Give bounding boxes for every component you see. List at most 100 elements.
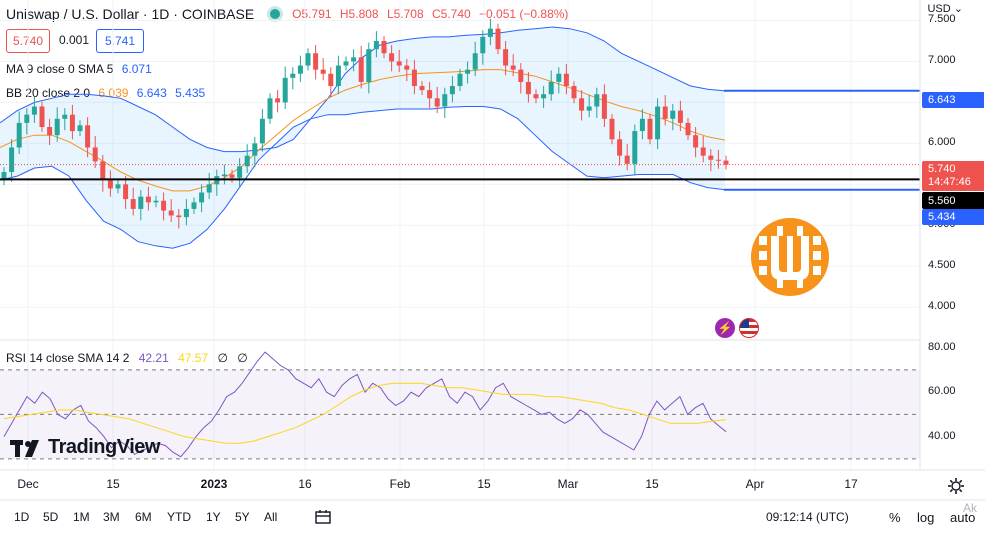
candle-body	[510, 65, 516, 70]
scale-button-log[interactable]: log	[917, 510, 935, 525]
rsi-legend[interactable]: RSI 14 close SMA 14 2 42.21 47.57 ∅ ∅	[6, 351, 248, 365]
timeframe-button-6m[interactable]: 6M	[135, 510, 152, 524]
candle-body	[411, 69, 417, 87]
timeframe-button-1y[interactable]: 1Y	[206, 510, 221, 524]
buy-price-button[interactable]: 5.741	[96, 29, 144, 53]
timeframe-button-ytd[interactable]: YTD	[167, 510, 191, 524]
candle-body	[62, 114, 68, 119]
candle-body	[153, 200, 159, 203]
timeframe-button-all[interactable]: All	[264, 510, 278, 524]
ohlc-readout: O5.791 H5.808 L5.708 C5.740 −0.051 (−0.8…	[292, 7, 573, 21]
candle-body	[221, 174, 227, 177]
price-tick-label: 7.000	[928, 54, 956, 67]
symbol-title[interactable]: Uniswap / U.S. Dollar · 1D · COINBASE	[6, 6, 255, 22]
candle-body	[267, 98, 273, 119]
timeframe-button-3m[interactable]: 3M	[103, 510, 120, 524]
last-price-tag: 5.740 14:47:46	[922, 161, 984, 191]
lightning-icon[interactable]: ⚡	[715, 318, 735, 338]
candle-body	[85, 125, 91, 148]
candle-body	[31, 106, 37, 115]
last-price: 5.740	[928, 163, 956, 175]
time-tick-label: 15	[477, 477, 491, 491]
tradingview-logo-icon	[10, 439, 39, 457]
utc-clock[interactable]: 09:12:14 (UTC)	[766, 510, 849, 524]
settings-icon[interactable]	[947, 477, 965, 495]
ma-indicator-legend[interactable]: MA 9 close 0 SMA 5 6.071	[6, 62, 152, 76]
tradingview-logo[interactable]: TradingView	[10, 436, 160, 459]
candle-body	[396, 61, 402, 66]
close-value: C5.740	[431, 7, 471, 21]
timeframe-button-5y[interactable]: 5Y	[235, 510, 250, 524]
horizontal-line-price-tag: 5.560	[922, 192, 984, 209]
candle-body	[579, 98, 585, 111]
candle-body	[434, 98, 440, 107]
candle-body	[548, 81, 554, 95]
candle-body	[206, 184, 212, 193]
bb-upper-value: 6.643	[136, 86, 167, 100]
time-tick-label: Apr	[745, 477, 765, 491]
timeframe-button-1d[interactable]: 1D	[14, 510, 30, 524]
timeframe-button-5d[interactable]: 5D	[43, 510, 59, 524]
logo-text: TradingView	[48, 436, 160, 458]
price-tick-label: 4.500	[928, 259, 956, 272]
bb-upper-line	[0, 26, 726, 153]
time-tick-label: 17	[844, 477, 858, 491]
candle-body	[328, 73, 334, 87]
candle-body	[229, 174, 235, 178]
bb-upper-price-tag: 6.643	[922, 92, 984, 108]
grid-layer	[0, 0, 920, 470]
rsi-tick-label: 40.00	[928, 429, 956, 442]
candle-body	[358, 57, 364, 82]
candle-body	[693, 135, 699, 148]
bb-lower-value: 5.435	[175, 86, 206, 100]
scale-button-auto[interactable]: auto	[950, 510, 976, 525]
candle-body	[115, 184, 121, 189]
candle-body	[259, 118, 265, 144]
candle-body	[305, 53, 311, 66]
candle-body	[123, 184, 129, 200]
candle-body	[381, 40, 387, 54]
timeframe-button-1m[interactable]: 1M	[73, 510, 90, 524]
price-tick-label: 6.000	[928, 136, 956, 149]
candle-body	[662, 106, 668, 119]
candle-body	[586, 106, 592, 111]
bb-fill	[0, 27, 725, 249]
candle-body	[518, 69, 524, 82]
rsi-tick-label: 80.00	[928, 340, 956, 353]
candle-body	[130, 199, 136, 209]
us-flag-icon[interactable]	[739, 318, 759, 338]
candle-body	[252, 143, 258, 156]
candle-body	[69, 114, 75, 132]
candle-body	[525, 81, 531, 95]
candle-body	[138, 196, 144, 209]
bb-label: BB 20 close 2 0	[6, 86, 91, 100]
scale-button-percent[interactable]: %	[889, 510, 901, 525]
bb-indicator-legend[interactable]: BB 20 close 2 0 6.039 6.643 5.435	[6, 86, 205, 100]
ma-label: MA 9 close 0 SMA 5	[6, 62, 114, 76]
rsi-extra-2: ∅	[237, 351, 248, 365]
currency-selector[interactable]: USD ⌄	[927, 2, 963, 15]
candle-body	[457, 73, 463, 87]
open-value: O5.791	[292, 7, 332, 21]
calendar-icon[interactable]	[314, 509, 332, 525]
candle-body	[723, 160, 729, 165]
candle-body	[677, 110, 683, 123]
candle-body	[47, 126, 53, 136]
candle-body	[404, 65, 410, 70]
time-tick-label: 2023	[200, 477, 228, 491]
candle-body	[366, 49, 372, 82]
symbol-header: Uniswap / U.S. Dollar · 1D · COINBASE O5…	[6, 4, 573, 24]
candle-body	[107, 180, 113, 189]
candle-body	[617, 139, 623, 156]
candle-body	[9, 147, 15, 173]
candle-body	[100, 161, 106, 181]
bb-lower-line	[0, 106, 726, 249]
rsi-extra-1: ∅	[217, 351, 228, 365]
time-tick-label: 16	[298, 477, 312, 491]
rsi-label: RSI 14 close SMA 14 2	[6, 351, 130, 365]
candle-body	[647, 118, 653, 140]
candle-body	[419, 86, 425, 91]
time-tick-label: Feb	[389, 477, 411, 491]
